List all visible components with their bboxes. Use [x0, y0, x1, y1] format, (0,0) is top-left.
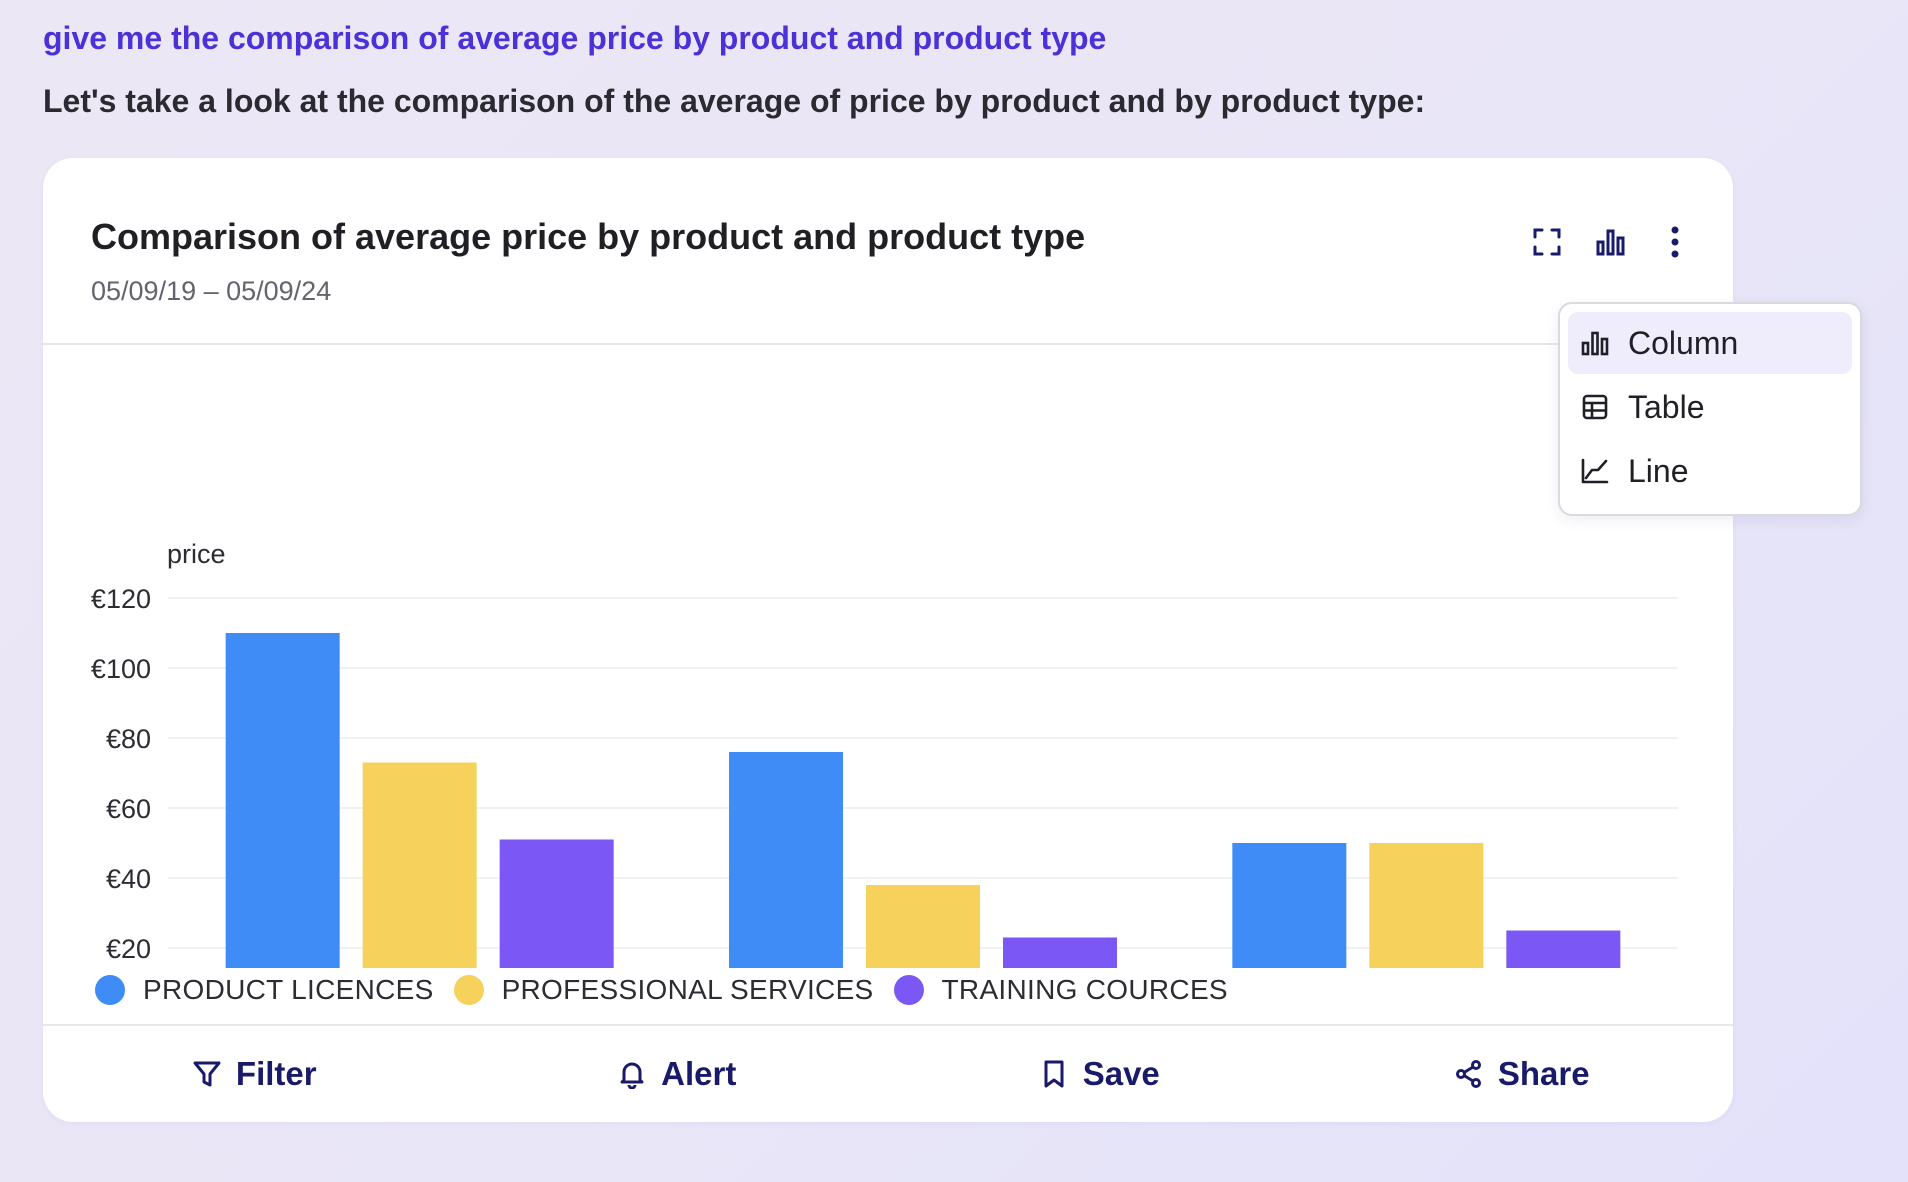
- filter-icon: [193, 1061, 221, 1087]
- column-chart-icon: [1596, 229, 1625, 256]
- y-tick-label: €80: [106, 724, 151, 754]
- legend-label: PROFESSIONAL SERVICES: [501, 974, 874, 1005]
- footer-divider: [43, 1024, 1733, 1026]
- table-icon: [1578, 390, 1612, 424]
- bar: [1506, 930, 1621, 968]
- assistant-reply: Let's take a look at the comparison of t…: [43, 83, 1426, 119]
- y-axis-label: price: [167, 539, 226, 569]
- legend-swatch: [453, 975, 484, 1005]
- bar: [866, 885, 980, 968]
- y-tick-label: €60: [106, 794, 151, 824]
- bar: [729, 752, 843, 968]
- header-divider: [43, 343, 1733, 345]
- column-chart-icon: [1578, 326, 1612, 360]
- legend-swatch: [95, 975, 125, 1005]
- bar: [1369, 843, 1484, 968]
- bookmark-icon: [1044, 1060, 1064, 1088]
- expand-button[interactable]: [1525, 220, 1569, 264]
- y-tick-label: €20: [106, 934, 151, 964]
- menu-item-label: Column: [1628, 324, 1739, 361]
- date-range: 05/09/19 – 05/09/24: [91, 276, 332, 306]
- save-label: Save: [1082, 1055, 1160, 1092]
- menu-item-label: Line: [1628, 452, 1689, 489]
- chart-legend: PRODUCT LICENCES PROFESSIONAL SERVICES TRA…: [95, 970, 1248, 1010]
- legend-item: PRODUCT LICENCES: [95, 974, 434, 1006]
- alert-button[interactable]: Alert: [466, 1026, 889, 1122]
- y-tick-label: €40: [106, 864, 151, 894]
- column-chart: €0€20€40€60€80€100€120priceBICRMDATA PRE…: [91, 539, 1678, 968]
- alert-label: Alert: [661, 1055, 737, 1092]
- chart-title: Comparison of average price by product a…: [91, 216, 1086, 257]
- menu-item-table[interactable]: Table: [1568, 376, 1852, 438]
- legend-swatch: [893, 975, 924, 1005]
- filter-button[interactable]: Filter: [43, 1026, 466, 1122]
- chart-card: Comparison of average price by product a…: [43, 158, 1733, 1122]
- bar: [225, 633, 340, 968]
- y-tick-label: €100: [91, 654, 151, 684]
- bell-icon: [620, 1062, 644, 1089]
- legend-item: PROFESSIONAL SERVICES: [453, 974, 874, 1006]
- filter-label: Filter: [235, 1055, 317, 1092]
- bar: [499, 839, 614, 968]
- bar: [1003, 937, 1117, 968]
- expand-icon: [1533, 228, 1561, 256]
- share-label: Share: [1497, 1055, 1590, 1092]
- y-tick-label: €120: [91, 584, 151, 614]
- menu-item-column[interactable]: Column: [1568, 312, 1852, 374]
- bar: [362, 762, 477, 968]
- share-icon: [1455, 1060, 1481, 1088]
- legend-label: TRAINING COURCES: [941, 974, 1228, 1005]
- save-button[interactable]: Save: [888, 1026, 1311, 1122]
- menu-item-line[interactable]: Line: [1568, 440, 1852, 502]
- legend-label: PRODUCT LICENCES: [143, 974, 434, 1005]
- action-bar: Filter Alert Save Share: [43, 1026, 1733, 1122]
- more-options-button[interactable]: [1653, 220, 1697, 264]
- share-button[interactable]: Share: [1311, 1026, 1734, 1122]
- user-prompt: give me the comparison of average price …: [43, 20, 1107, 56]
- line-chart-icon: [1578, 454, 1612, 488]
- chart-type-button[interactable]: [1589, 220, 1633, 264]
- more-vertical-icon: [1671, 226, 1679, 258]
- bar: [1232, 843, 1347, 968]
- menu-item-label: Table: [1628, 388, 1705, 425]
- legend-item: TRAINING COURCES: [893, 974, 1228, 1006]
- chart-type-menu: Column Table Line: [1558, 302, 1862, 516]
